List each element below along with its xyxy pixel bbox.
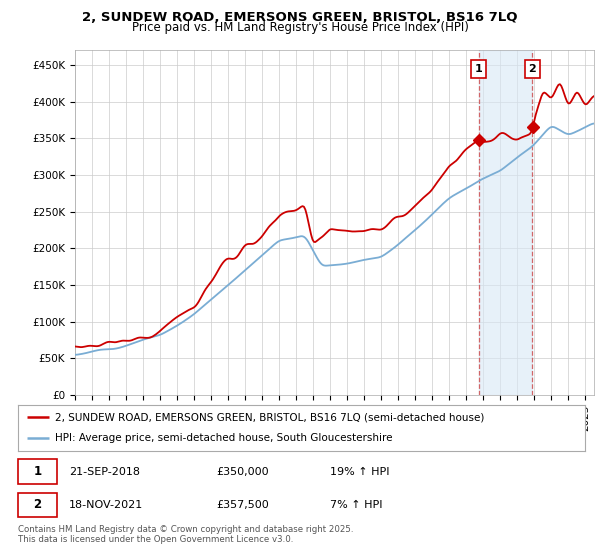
Text: £350,000: £350,000: [217, 466, 269, 477]
Text: 1: 1: [475, 64, 482, 74]
Text: 18-NOV-2021: 18-NOV-2021: [69, 500, 143, 510]
Bar: [479, 50, 532, 395]
Text: HPI: Average price, semi-detached house, South Gloucestershire: HPI: Average price, semi-detached house,…: [55, 433, 392, 444]
FancyBboxPatch shape: [18, 459, 56, 484]
Text: 2: 2: [529, 64, 536, 74]
Text: 19% ↑ HPI: 19% ↑ HPI: [330, 466, 389, 477]
Text: 2, SUNDEW ROAD, EMERSONS GREEN, BRISTOL, BS16 7LQ: 2, SUNDEW ROAD, EMERSONS GREEN, BRISTOL,…: [82, 11, 518, 24]
Text: 21-SEP-2018: 21-SEP-2018: [69, 466, 140, 477]
Text: £357,500: £357,500: [217, 500, 269, 510]
Text: Contains HM Land Registry data © Crown copyright and database right 2025.
This d: Contains HM Land Registry data © Crown c…: [18, 525, 353, 544]
Text: 7% ↑ HPI: 7% ↑ HPI: [330, 500, 382, 510]
FancyBboxPatch shape: [18, 492, 56, 517]
Text: 2: 2: [33, 498, 41, 511]
Text: 2, SUNDEW ROAD, EMERSONS GREEN, BRISTOL, BS16 7LQ (semi-detached house): 2, SUNDEW ROAD, EMERSONS GREEN, BRISTOL,…: [55, 412, 484, 422]
Text: 1: 1: [33, 465, 41, 478]
Text: Price paid vs. HM Land Registry's House Price Index (HPI): Price paid vs. HM Land Registry's House …: [131, 21, 469, 34]
